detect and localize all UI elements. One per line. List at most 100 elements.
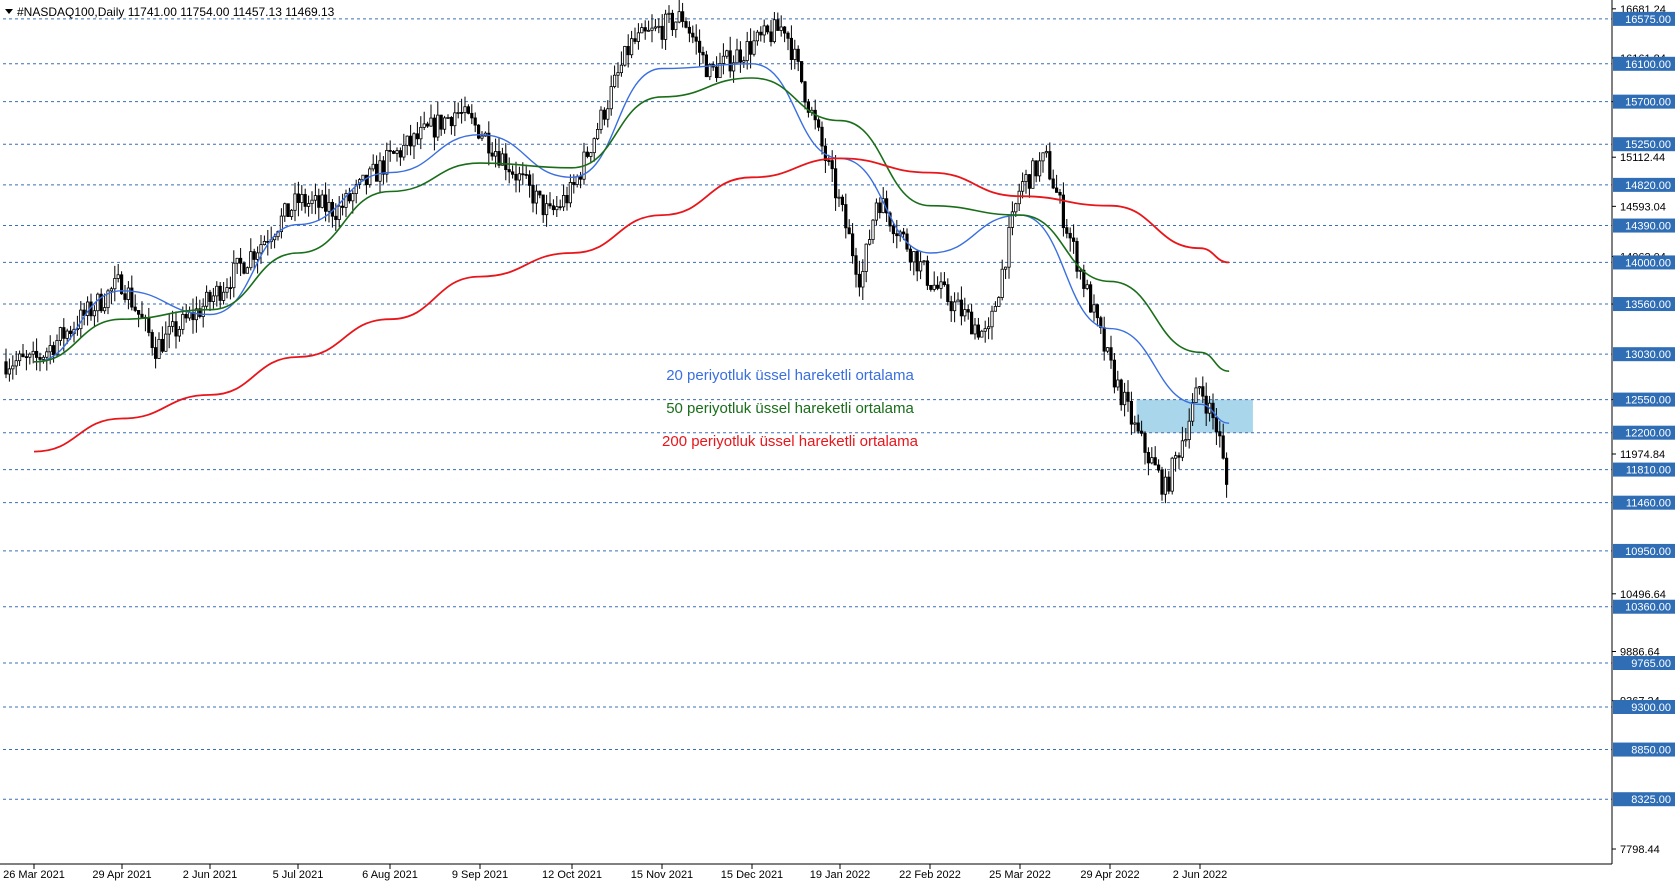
candle-body [636, 32, 641, 42]
candle-body [1089, 284, 1093, 313]
level-label: 8325.00 [1631, 794, 1671, 806]
candle-body [772, 19, 777, 43]
price-scale: 16681.2416161.8415700.0115112.4414593.04… [1612, 4, 1675, 856]
candle-body [1187, 420, 1191, 441]
candle-body [4, 361, 8, 375]
candle-body [864, 243, 868, 272]
candle-body [283, 203, 287, 217]
level-label-box [1613, 255, 1675, 270]
candle-body [626, 46, 630, 56]
candle-body [1191, 402, 1195, 422]
level-label-box [1613, 218, 1675, 233]
candle-body [7, 368, 11, 375]
candle-body [1078, 269, 1082, 272]
candle-body [616, 72, 620, 76]
candle-body [925, 260, 930, 286]
candle-body [657, 25, 661, 28]
candle-body [800, 61, 804, 83]
candle-body [221, 291, 226, 301]
candle-body [337, 205, 341, 220]
candle-body [470, 112, 474, 119]
candle-body [698, 40, 702, 53]
candle-body [854, 255, 858, 275]
level-label: 13030.00 [1625, 349, 1671, 361]
candle-body [708, 64, 712, 78]
price-tick-label: 15112.44 [1620, 152, 1665, 164]
candle-body [184, 314, 188, 319]
moving-average-lines [33, 63, 1230, 453]
candle-body [228, 287, 232, 289]
candle-body [1218, 431, 1222, 437]
candle-body [817, 119, 821, 128]
candle-body [463, 106, 467, 114]
candle-body [439, 114, 443, 130]
level-label-box [1613, 462, 1675, 477]
price-tick-label: 7798.44 [1620, 844, 1660, 856]
candle-body [378, 160, 382, 182]
candle-body [1010, 211, 1015, 228]
candle-body [514, 173, 518, 181]
candle-body [1065, 227, 1069, 234]
time-tick-label: 19 Jan 2022 [810, 869, 871, 881]
candle-body [204, 291, 209, 307]
candle-body [113, 278, 117, 290]
candle-body [1201, 386, 1205, 397]
candle-body [136, 310, 141, 315]
candle-body [861, 271, 865, 288]
candle-body [786, 32, 790, 39]
ema50-line [33, 77, 1230, 372]
candle-body [932, 284, 936, 290]
horizontal-level-lines [3, 18, 1612, 800]
candle-body [415, 133, 420, 140]
level-label: 10950.00 [1625, 546, 1671, 558]
candle-body [1024, 174, 1028, 183]
candle-body [803, 81, 807, 103]
price-tick-label: 9886.64 [1620, 647, 1660, 659]
candle-body [558, 206, 562, 209]
candle-body [691, 32, 695, 38]
candle-body [126, 287, 130, 300]
level-label-box [1613, 543, 1675, 558]
candle-body [38, 357, 42, 360]
candle-body [493, 151, 498, 157]
candle-body [116, 274, 120, 279]
candle-body [388, 150, 392, 152]
level-label: 15250.00 [1625, 139, 1671, 151]
candle-body [796, 48, 800, 62]
candle-body [596, 129, 600, 140]
chevron-down-icon[interactable] [5, 9, 13, 14]
candle-body [728, 50, 732, 72]
candle-body [579, 176, 583, 180]
candle-body [993, 306, 998, 312]
candle-body [524, 174, 528, 176]
candle-body [456, 112, 460, 114]
candle-body [847, 227, 851, 235]
candle-body [779, 26, 783, 31]
candle-body [86, 301, 90, 316]
candle-body [674, 21, 678, 31]
candle-body [58, 327, 63, 341]
candle-body [575, 176, 579, 185]
candle-body [874, 202, 879, 221]
candle-body [249, 251, 253, 269]
candle-body [17, 353, 22, 362]
level-label-box [1613, 94, 1675, 109]
candle-body [551, 205, 556, 211]
candle-body [211, 295, 215, 302]
candle-body [759, 31, 763, 36]
candle-body [837, 196, 841, 199]
candle-body [198, 308, 202, 317]
time-tick-label: 12 Oct 2021 [542, 869, 602, 881]
candle-body [936, 284, 940, 289]
candle-body [1174, 455, 1178, 459]
candlestick-series [4, 0, 1229, 504]
candle-body [497, 151, 501, 166]
legend-entry: 20 periyotluk üssel hareketli ortalama [666, 367, 914, 384]
candle-body [1075, 241, 1079, 272]
candle-body [1180, 440, 1184, 458]
candle-body [164, 333, 168, 352]
candle-body [405, 135, 409, 146]
candle-body [391, 151, 396, 154]
candle-body [1126, 391, 1130, 402]
